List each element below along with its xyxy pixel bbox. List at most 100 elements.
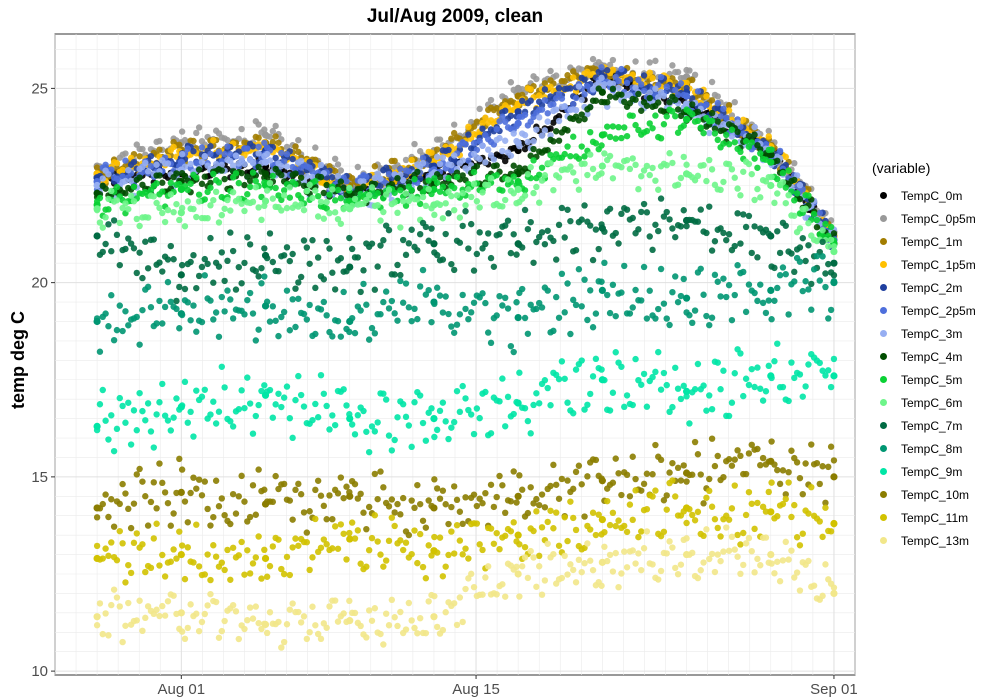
data-cloud-point xyxy=(499,375,506,382)
data-cloud-point xyxy=(793,534,801,541)
data-cloud-point xyxy=(723,236,730,244)
data-cloud-point xyxy=(312,187,319,194)
data-cloud-point xyxy=(655,305,662,313)
data-cloud-point xyxy=(581,153,588,160)
data-cloud-point xyxy=(295,608,302,616)
data-point xyxy=(93,613,101,621)
data-cloud-point xyxy=(700,559,707,566)
data-cloud-point xyxy=(391,271,398,278)
data-cloud-point xyxy=(320,189,328,197)
data-cloud-point xyxy=(663,550,670,557)
data-cloud-point xyxy=(740,561,747,569)
data-cloud-point xyxy=(433,153,441,161)
data-cloud-point xyxy=(144,168,152,175)
data-cloud-point xyxy=(652,487,659,494)
data-cloud-point xyxy=(399,546,407,554)
data-cloud-point xyxy=(113,557,121,564)
data-point xyxy=(430,240,438,248)
data-cloud-point xyxy=(249,143,257,150)
data-cloud-point xyxy=(561,309,568,316)
data-cloud-point xyxy=(657,73,665,81)
data-cloud-point xyxy=(133,530,140,537)
data-cloud-point xyxy=(731,370,738,377)
data-cloud-point xyxy=(448,192,455,200)
data-cloud-point xyxy=(462,545,469,552)
data-cloud-point xyxy=(212,420,220,427)
data-cloud-point xyxy=(340,494,347,502)
data-cloud-point xyxy=(303,635,311,643)
data-cloud-point xyxy=(609,281,617,289)
data-cloud-point xyxy=(740,211,747,218)
data-cloud-point xyxy=(643,209,651,216)
data-cloud-point xyxy=(691,307,699,314)
data-cloud-point xyxy=(150,479,157,486)
data-cloud-point xyxy=(382,396,390,403)
data-cloud-point xyxy=(125,205,132,213)
data-cloud-point xyxy=(252,511,260,518)
data-cloud-point xyxy=(150,444,157,451)
data-cloud-point xyxy=(742,308,750,316)
data-point xyxy=(261,500,270,508)
data-cloud-point xyxy=(757,562,764,569)
data-point xyxy=(514,240,522,248)
data-cloud-point xyxy=(657,456,665,464)
data-cloud-point xyxy=(190,137,197,145)
data-cloud-point xyxy=(309,194,316,202)
data-cloud-point xyxy=(694,508,702,516)
data-cloud-point xyxy=(176,283,183,291)
data-cloud-point xyxy=(499,581,506,588)
data-cloud-point xyxy=(771,570,778,577)
data-cloud-point xyxy=(385,171,393,178)
data-cloud-point xyxy=(731,174,738,181)
data-cloud-point xyxy=(195,476,203,483)
data-cloud-point xyxy=(558,204,566,212)
legend-label: TempC_8m xyxy=(901,441,963,456)
data-cloud-point xyxy=(266,386,274,394)
data-cloud-point xyxy=(652,441,659,449)
data-cloud-point xyxy=(329,186,336,193)
data-cloud-point xyxy=(108,292,115,299)
data-cloud-point xyxy=(462,395,469,402)
data-cloud-point xyxy=(337,220,345,227)
data-cloud-point xyxy=(484,146,492,153)
data-point xyxy=(767,457,775,465)
data-cloud-point xyxy=(754,185,761,193)
data-cloud-point xyxy=(502,157,509,165)
data-cloud-point xyxy=(122,419,129,426)
data-cloud-point xyxy=(745,160,753,168)
data-cloud-point xyxy=(813,223,821,231)
data-cloud-point xyxy=(757,150,764,157)
data-cloud-point xyxy=(397,511,404,518)
data-cloud-point xyxy=(348,421,356,428)
data-cloud-point xyxy=(785,311,792,318)
data-cloud-point xyxy=(122,245,129,253)
data-cloud-point xyxy=(652,221,659,228)
data-cloud-point xyxy=(414,196,421,203)
data-cloud-point xyxy=(289,250,296,258)
data-cloud-point xyxy=(717,557,724,565)
data-cloud-point xyxy=(221,308,228,315)
data-cloud-point xyxy=(150,236,157,243)
data-cloud-point xyxy=(130,158,138,166)
data-cloud-point xyxy=(714,359,721,366)
data-cloud-point xyxy=(751,196,758,204)
data-cloud-point xyxy=(371,163,379,170)
data-cloud-point xyxy=(261,486,268,493)
data-cloud-point xyxy=(397,608,404,616)
data-cloud-point xyxy=(632,560,639,567)
data-cloud-point xyxy=(198,618,206,626)
data-cloud-point xyxy=(714,93,721,100)
data-cloud-point xyxy=(170,546,177,553)
data-cloud-point xyxy=(261,126,268,133)
data-cloud-point xyxy=(728,166,736,173)
data-cloud-point xyxy=(527,97,534,104)
data-cloud-point xyxy=(754,555,761,563)
data-cloud-point xyxy=(428,318,435,326)
data-cloud-point xyxy=(244,296,251,304)
data-cloud-point xyxy=(227,229,234,236)
data-cloud-point xyxy=(510,162,517,169)
data-cloud-point xyxy=(445,174,452,182)
data-cloud-point xyxy=(507,249,515,257)
data-cloud-point xyxy=(473,502,481,510)
data-cloud-point xyxy=(725,456,733,463)
